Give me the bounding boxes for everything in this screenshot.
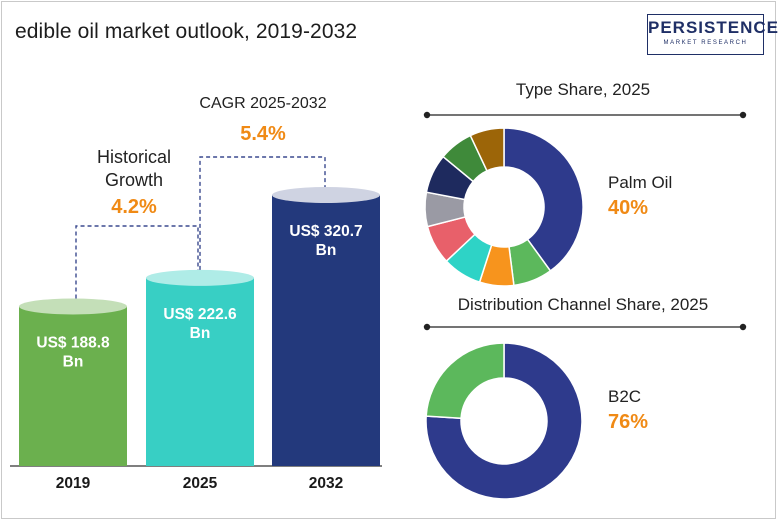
bar-value-label: US$ 188.8	[36, 334, 110, 351]
logo-tagline: MARKET RESEARCH	[663, 40, 748, 46]
cagr-label: CAGR 2025-2032	[199, 95, 326, 112]
bar-2032	[272, 195, 380, 467]
channel-highlight-value: 76%	[608, 411, 648, 433]
historical-growth-value: 4.2%	[111, 196, 157, 218]
type-highlight-value: 40%	[608, 197, 648, 219]
bar-2025	[146, 277, 254, 466]
type-share-slice-8	[469, 127, 505, 172]
brand-logo: PERSISTENCE MARKET RESEARCH	[647, 14, 779, 55]
type-share-title: Type Share, 2025	[516, 80, 650, 99]
bar-value-label: US$ 222.6	[163, 306, 237, 323]
rule-dot-right	[739, 111, 747, 119]
historical-growth-connector	[75, 225, 199, 299]
channel-share-title: Distribution Channel Share, 2025	[458, 295, 708, 314]
bar-value-unit: Bn	[63, 353, 84, 370]
bar-top-2019	[19, 298, 127, 315]
bar-value-unit: Bn	[190, 325, 211, 342]
bar-top-2032	[272, 187, 380, 204]
cagr-value: 5.4%	[240, 123, 286, 145]
rule-dot-right	[739, 323, 747, 331]
channel-share-slice-0	[425, 342, 583, 500]
type-highlight-label: Palm Oil	[608, 173, 672, 192]
historical-growth-label: Growth	[105, 170, 163, 190]
cagr-connector	[199, 156, 326, 270]
bar-top-2025	[146, 269, 254, 286]
x-tick-label: 2025	[183, 475, 218, 492]
x-tick-label: 2019	[56, 475, 91, 492]
rule-dot-left	[423, 111, 431, 119]
type-share-slice-0	[503, 127, 584, 272]
historical-growth-label: Historical	[97, 147, 171, 167]
rule-dot-left	[423, 323, 431, 331]
bar-value-label: US$ 320.7	[289, 223, 362, 240]
chart-title: edible oil market outlook, 2019-2032	[15, 20, 358, 43]
logo-wordmark: PERSISTENCE	[648, 18, 779, 37]
x-tick-label: 2032	[309, 475, 343, 492]
bar-2019	[19, 306, 127, 466]
channel-highlight-label: B2C	[608, 387, 641, 406]
bar-value-unit: Bn	[316, 242, 337, 259]
channel-share-slice-1	[425, 342, 505, 420]
